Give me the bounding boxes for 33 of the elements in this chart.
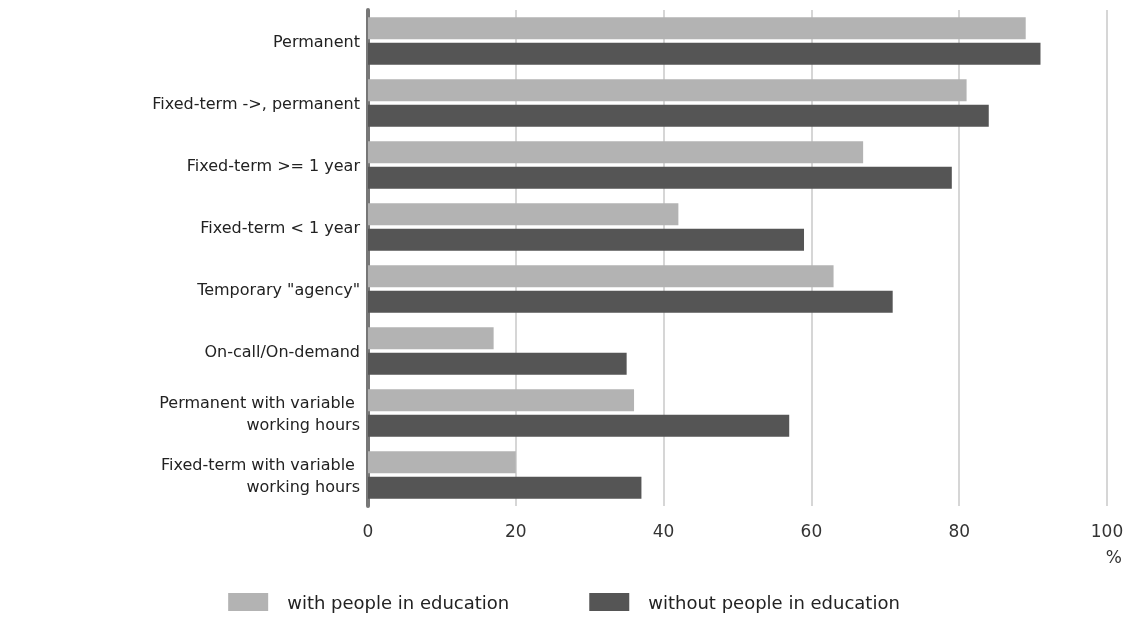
bar xyxy=(368,352,627,375)
y-tick-label: On-call/On-demand xyxy=(204,341,360,361)
y-tick-label: Fixed-term >= 1 year xyxy=(186,155,361,175)
y-tick-label: Fixed-term with variable working hours xyxy=(161,454,360,496)
x-tick-label: 60 xyxy=(800,520,823,541)
bar xyxy=(368,327,494,350)
y-tick-label: Fixed-term < 1 year xyxy=(200,217,361,237)
bar xyxy=(368,451,516,474)
bar xyxy=(368,17,1026,40)
bar xyxy=(368,203,679,226)
x-tick-label: 0 xyxy=(362,520,374,541)
bar xyxy=(368,476,642,499)
bar xyxy=(368,104,989,127)
x-tick-label: 100 xyxy=(1090,520,1124,541)
bar xyxy=(368,290,893,313)
bar xyxy=(368,414,790,437)
x-axis-title: % xyxy=(1105,546,1122,567)
bar xyxy=(368,228,805,251)
y-tick-label: Fixed-term ->, permanent xyxy=(152,93,360,113)
x-tick-label: 40 xyxy=(652,520,675,541)
y-tick-label: Permanent xyxy=(272,31,360,51)
y-tick-label: Temporary "agency" xyxy=(196,279,360,299)
y-tick-label: Permanent with variable working hours xyxy=(159,392,360,434)
bar xyxy=(368,141,864,164)
legend-label: with people in education xyxy=(287,591,510,613)
bar xyxy=(368,42,1041,65)
legend-label: without people in education xyxy=(648,591,900,613)
bar xyxy=(368,389,635,412)
bar xyxy=(368,265,834,288)
bar xyxy=(368,79,967,102)
x-tick-label: 20 xyxy=(504,520,527,541)
x-tick-label: 80 xyxy=(948,520,971,541)
bar xyxy=(368,166,952,189)
